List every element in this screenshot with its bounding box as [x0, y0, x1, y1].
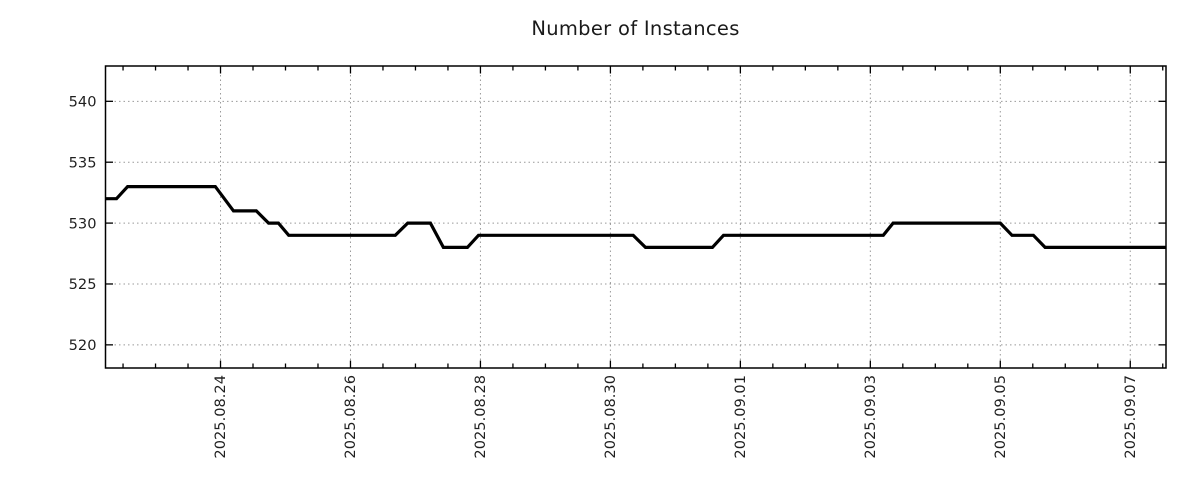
x-tick-label: 2025.09.03 [862, 375, 879, 459]
series-lines [105, 185, 1166, 249]
plot-border [104, 65, 1167, 369]
y-tick-label: 530 [69, 215, 97, 232]
y-tick-label: 540 [69, 94, 97, 111]
x-tick-label: 2025.08.26 [342, 375, 359, 459]
x-tick-label: 2025.08.30 [602, 375, 619, 459]
x-tick-label: 2025.08.28 [472, 375, 489, 459]
x-tick-label: 2025.09.07 [1122, 375, 1139, 459]
y-tick-labels: 520 525 530 535 540 [69, 94, 97, 355]
x-tick-labels: 2025.08.24 2025.08.26 2025.08.28 2025.08.30… [212, 375, 1139, 459]
x-tick-label: 2025.09.05 [992, 375, 1009, 459]
y-tick-label: 535 [69, 154, 97, 171]
chart-title: Number of Instances [531, 17, 740, 40]
x-tick-label: 2025.08.24 [212, 375, 229, 459]
series-line-instances [105, 185, 1166, 249]
y-tick-label: 520 [69, 337, 97, 354]
grid-lines [105, 66, 1166, 368]
y-tick-label: 525 [69, 276, 97, 293]
x-tick-label: 2025.09.01 [732, 375, 749, 459]
